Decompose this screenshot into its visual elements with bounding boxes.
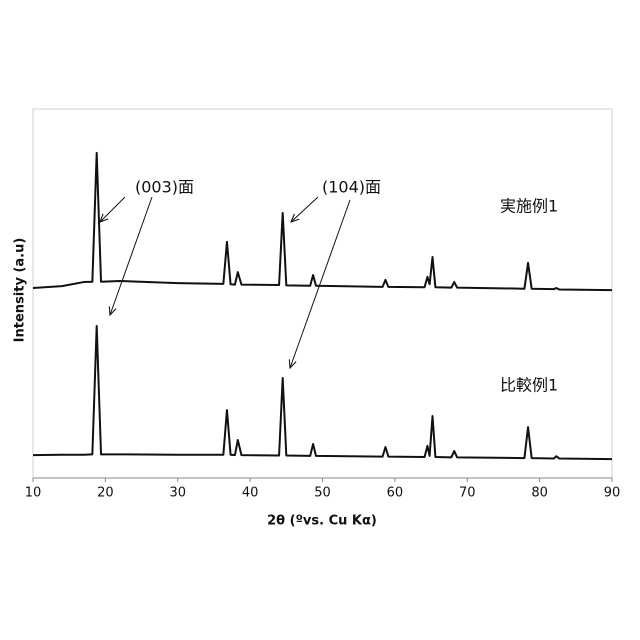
y-axis-label: Intensity (a.u) <box>13 238 28 343</box>
annotation: (003)面 <box>135 178 194 197</box>
arrow <box>290 200 350 368</box>
line-series <box>33 153 612 290</box>
arrow <box>110 197 152 315</box>
series-label: 実施例1 <box>500 197 558 216</box>
annotation: (104)面 <box>322 178 381 197</box>
x-tick-label: 40 <box>242 486 259 501</box>
x-tick-label: 50 <box>314 486 331 501</box>
chart: 2θ (ºvs. Cu Kα) Intensity (a.u) (003)面 (… <box>0 0 640 640</box>
series-label: 比較例1 <box>500 376 558 395</box>
x-tick-label: 30 <box>169 486 186 501</box>
x-axis-label: 2θ (ºvs. Cu Kα) <box>267 514 377 529</box>
x-tick-label: 10 <box>25 486 42 501</box>
x-tick-label: 80 <box>531 486 548 501</box>
plot-frame <box>33 109 612 478</box>
x-tick-label: 20 <box>97 486 114 501</box>
arrow <box>100 197 125 222</box>
x-tick-label: 70 <box>459 486 476 501</box>
x-tick-label: 60 <box>387 486 404 501</box>
arrow <box>291 197 318 222</box>
x-tick-label: 90 <box>604 486 621 501</box>
